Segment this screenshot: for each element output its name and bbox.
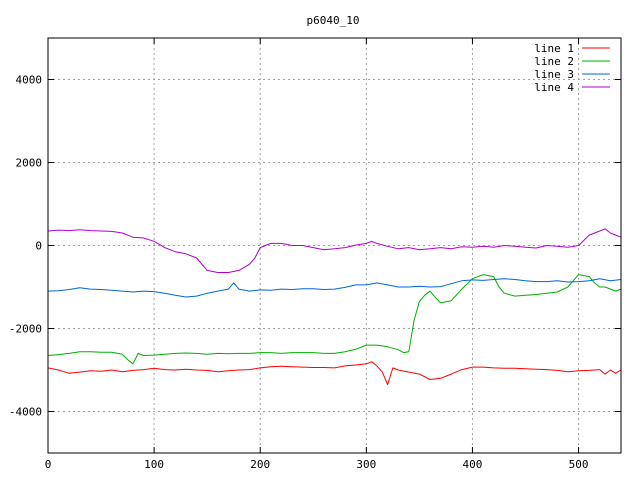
series-line-4 — [47, 228, 622, 273]
legend-label-3: line 3 — [534, 68, 574, 81]
x-tick-label: 300 — [356, 458, 376, 471]
y-tick-label: -2000 — [9, 323, 42, 336]
x-tick-label: 200 — [250, 458, 270, 471]
chart-title: p6040_10 — [307, 14, 360, 27]
series-line-1 — [47, 361, 622, 385]
series-lines — [47, 228, 622, 385]
series-line-2 — [47, 274, 622, 365]
x-tick-label: 0 — [45, 458, 52, 471]
y-tick-label: 4000 — [16, 74, 43, 87]
x-axis-ticks: 0 100 200 300 400 500 — [45, 38, 589, 471]
series-line-3 — [47, 278, 622, 298]
y-tick-label: 0 — [35, 240, 42, 253]
y-tick-label: 2000 — [16, 157, 43, 170]
y-axis-ticks: -4000 -2000 0 2000 4000 — [9, 74, 621, 419]
grid — [48, 38, 621, 453]
x-tick-label: 500 — [569, 458, 589, 471]
x-tick-label: 100 — [144, 458, 164, 471]
y-tick-label: -4000 — [9, 406, 42, 419]
x-tick-label: 400 — [463, 458, 483, 471]
legend-label-1: line 1 — [534, 42, 574, 55]
legend-label-2: line 2 — [534, 55, 574, 68]
legend-label-4: line 4 — [534, 81, 574, 94]
